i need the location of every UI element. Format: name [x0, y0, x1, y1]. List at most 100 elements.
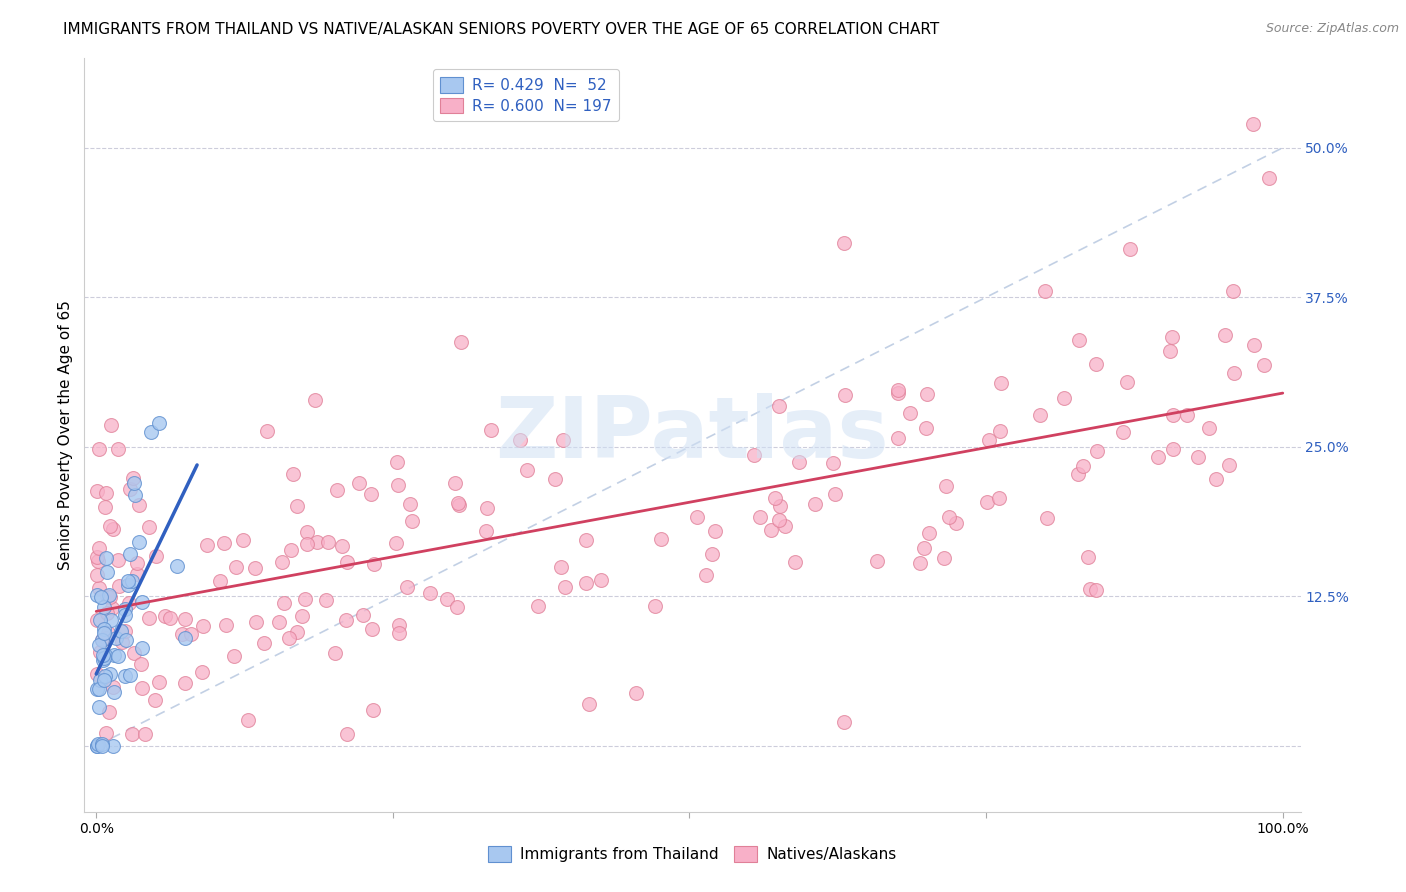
Point [475, 500, 498, 515]
Point [804, 497, 827, 511]
Point [742, 448, 765, 462]
Point [93, 648, 115, 662]
Point [832, 236, 855, 251]
Point [98, 667, 121, 681]
Point [148, 416, 170, 430]
Point [118, 482, 141, 496]
Point [1084, 582, 1107, 597]
Point [174, 676, 197, 690]
Point [93, 673, 115, 687]
Point [96, 726, 118, 740]
Point [101, 600, 124, 615]
Point [352, 607, 374, 622]
Point [1073, 459, 1095, 474]
Point [553, 434, 575, 448]
Point [1159, 343, 1181, 358]
Point [117, 574, 139, 588]
Point [110, 624, 132, 639]
Point [98, 588, 121, 602]
Point [385, 455, 408, 469]
Point [128, 498, 150, 512]
Point [475, 524, 498, 539]
Point [155, 609, 177, 624]
Point [87, 442, 110, 457]
Point [932, 551, 955, 566]
Point [96, 589, 118, 603]
Point [118, 547, 141, 561]
Point [1253, 359, 1275, 373]
Point [1078, 582, 1101, 596]
Point [93, 599, 115, 614]
Point [832, 714, 855, 729]
Point [280, 542, 302, 557]
Point [225, 560, 247, 574]
Point [107, 648, 129, 663]
Point [139, 425, 162, 439]
Point [575, 533, 598, 547]
Point [134, 727, 156, 741]
Point [91, 653, 114, 667]
Point [444, 476, 467, 491]
Point [749, 509, 772, 524]
Point [695, 568, 717, 582]
Point [86, 567, 108, 582]
Point [191, 665, 214, 679]
Point [1257, 170, 1279, 185]
Point [117, 578, 139, 592]
Point [1161, 442, 1184, 457]
Point [644, 599, 666, 614]
Point [118, 668, 141, 682]
Point [768, 513, 790, 527]
Point [589, 573, 612, 587]
Point [291, 608, 314, 623]
Point [527, 599, 550, 614]
Point [1187, 450, 1209, 464]
Point [1161, 330, 1184, 344]
Point [131, 641, 153, 656]
Point [222, 649, 245, 664]
Point [330, 540, 353, 554]
Point [86, 739, 108, 753]
Point [824, 487, 846, 501]
Y-axis label: Seniors Poverty Over the Age of 65: Seniors Poverty Over the Age of 65 [58, 300, 73, 570]
Point [447, 496, 470, 510]
Point [98, 591, 121, 605]
Point [159, 611, 181, 625]
Point [436, 592, 458, 607]
Point [509, 433, 531, 447]
Point [865, 553, 887, 567]
Point [86, 739, 108, 753]
Point [1241, 117, 1264, 131]
Point [94, 500, 117, 514]
Point [834, 388, 856, 402]
Point [94, 648, 117, 663]
Point [1085, 444, 1108, 458]
Point [122, 475, 145, 490]
Point [1077, 550, 1099, 565]
Point [1147, 450, 1170, 465]
Point [96, 607, 118, 621]
Point [1084, 357, 1107, 371]
Point [114, 601, 136, 615]
Point [107, 553, 129, 567]
Point [887, 383, 910, 397]
Point [89, 673, 111, 687]
Point [295, 537, 318, 551]
Point [89, 645, 111, 659]
Point [107, 442, 129, 457]
Point [447, 498, 470, 512]
Point [114, 669, 136, 683]
Point [1177, 408, 1199, 422]
Point [103, 681, 125, 695]
Point [385, 536, 408, 550]
Point [823, 455, 845, 469]
Point [86, 588, 108, 602]
Point [89, 614, 111, 628]
Point [104, 631, 127, 645]
Point [90, 632, 112, 647]
Point [127, 556, 149, 570]
Point [232, 533, 254, 547]
Point [124, 488, 146, 502]
Point [270, 555, 292, 569]
Point [1213, 328, 1236, 343]
